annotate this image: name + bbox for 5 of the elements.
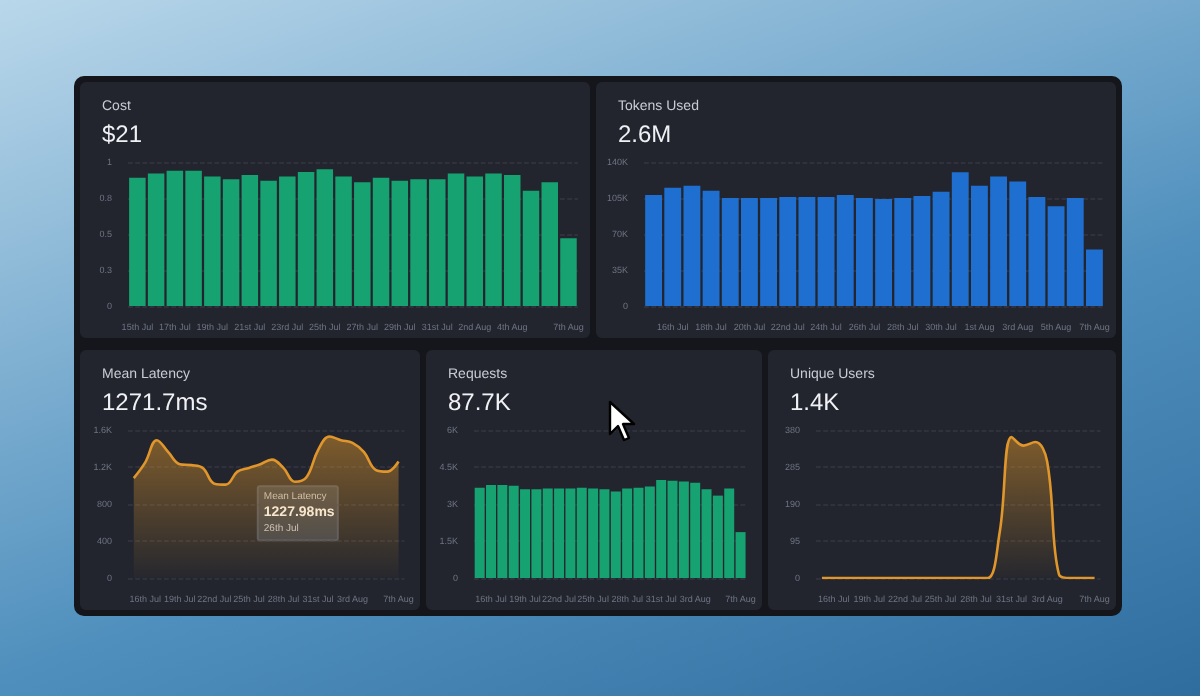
chart-subtitle: 1271.7ms — [102, 388, 208, 416]
chart-subtitle: 2.6M — [618, 120, 672, 148]
chart-subtitle: 87.7K — [448, 388, 511, 416]
chart-subtitle: $21 — [102, 120, 143, 148]
chart-subtitle: 1.4K — [790, 388, 840, 416]
